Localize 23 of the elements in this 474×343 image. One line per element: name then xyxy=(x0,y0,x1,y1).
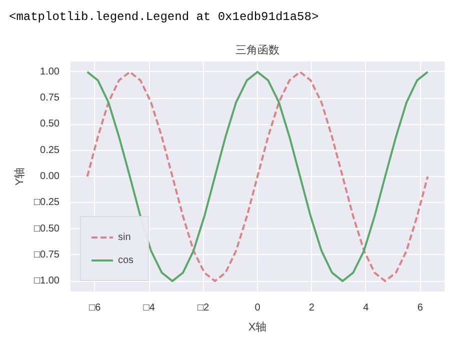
x-tick-label: 0 xyxy=(254,302,261,314)
x-tick-label: □2 xyxy=(197,302,210,314)
x-tick-label: 6 xyxy=(417,302,424,314)
line-series xyxy=(86,70,429,282)
y-tick-label: 0.00 xyxy=(40,171,60,182)
x-tick-label: 2 xyxy=(308,302,315,314)
x-tick-label: 4 xyxy=(363,302,370,314)
x-axis-title: X轴 xyxy=(248,320,267,334)
y-tick-label: 0.50 xyxy=(40,118,60,130)
x-tick-label: □4 xyxy=(143,302,156,314)
x-tick-label: □6 xyxy=(89,302,102,314)
y-tick-label: □0.50 xyxy=(34,223,60,234)
y-tick-label: 0.75 xyxy=(40,92,60,104)
legend-label: sin xyxy=(118,232,132,242)
legend-label: cos xyxy=(118,254,135,266)
y-tick-label: 0.25 xyxy=(40,144,60,156)
y-tick-label: □0.25 xyxy=(34,197,60,208)
y-tick-label: □0.75 xyxy=(34,249,60,260)
y-tick-label: □1.00 xyxy=(34,276,60,287)
y-tick-label: 1.00 xyxy=(40,66,60,78)
y-axis-title: Y轴 xyxy=(12,167,26,186)
chart-title: 三角函数 xyxy=(236,44,280,56)
text: <matplotlib.legend.Legend at 0x1edb91d1a58> xyxy=(9,9,319,26)
